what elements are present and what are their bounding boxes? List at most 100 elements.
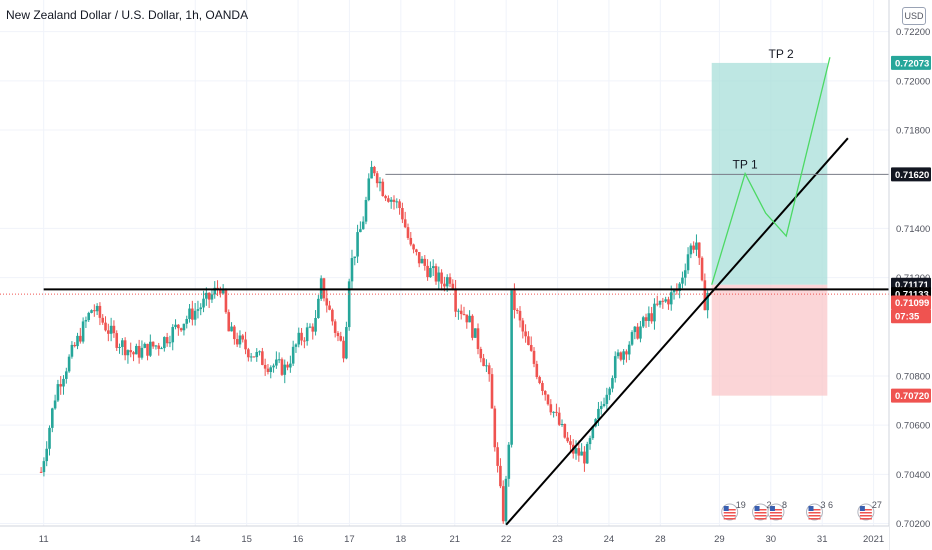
candle-body [608, 388, 611, 395]
candle-body [566, 437, 569, 442]
candle-body [490, 374, 494, 409]
candle-body [235, 339, 239, 345]
candle-body [84, 320, 88, 322]
y-tick-label: 0.71400 [896, 224, 930, 235]
candle-body [129, 350, 133, 353]
candle-body [513, 290, 516, 310]
candle-body [168, 342, 172, 344]
candle-body [451, 283, 455, 289]
flag-canton [723, 506, 729, 511]
candle-body [667, 299, 670, 305]
currency-button[interactable]: USD [902, 7, 926, 25]
candle-body [613, 356, 617, 379]
flag-stripe [754, 518, 767, 520]
candle-body [109, 325, 113, 334]
candle-body [440, 272, 443, 284]
candle-body [664, 299, 667, 302]
candle-body [381, 181, 385, 197]
y-tick-label: 0.70600 [896, 421, 930, 432]
candle-body [443, 283, 446, 287]
x-tick-label: 14 [190, 534, 201, 545]
price-tag-label: 0.71171 [895, 280, 930, 291]
candle-body [644, 317, 648, 321]
loss-zone [711, 284, 828, 396]
candle-body [647, 313, 651, 321]
candle-body [658, 300, 662, 305]
candle-body [291, 346, 295, 364]
candle-body [79, 335, 82, 342]
candle-body [417, 252, 421, 264]
candle-body [311, 326, 315, 332]
flag-stripe [723, 515, 736, 517]
candle-body [193, 310, 197, 320]
x-tick-label: 24 [604, 534, 615, 545]
price-tag-label: 0.71099 [895, 298, 929, 309]
candle-body [252, 356, 256, 358]
candle-body [191, 308, 194, 320]
price-tag [891, 295, 931, 310]
candle-body [350, 258, 354, 282]
candle-body [62, 378, 65, 387]
y-tick-label: 0.70200 [896, 519, 930, 530]
candle-body [569, 441, 572, 445]
candle-body [585, 444, 589, 464]
price-tag-label: 0.71133 [895, 290, 929, 301]
candle-body [373, 166, 376, 174]
candle-body [605, 394, 609, 404]
candle-body [599, 405, 603, 409]
candle-body [154, 345, 158, 347]
candle-body [207, 292, 211, 300]
candle-body [546, 394, 550, 405]
candle-body [213, 287, 217, 295]
candle-body [219, 289, 222, 294]
candle-body [179, 328, 183, 331]
flag-stripe [859, 512, 872, 514]
candle-body [255, 352, 259, 358]
candle-body [588, 438, 592, 445]
flag-stripe [859, 518, 872, 520]
candle-body [501, 486, 505, 522]
price-axis [889, 0, 932, 550]
candle-body [700, 257, 704, 281]
candle-body [686, 254, 690, 271]
candle-body [202, 298, 205, 308]
price-tag [891, 388, 931, 403]
candle-body [611, 378, 614, 389]
candle-body [364, 200, 368, 222]
candle-body [689, 245, 693, 255]
candle-body [695, 242, 698, 250]
candle-body [196, 309, 200, 311]
candle-body [504, 478, 508, 522]
candle-body [247, 349, 250, 358]
candle-body [681, 277, 684, 284]
candle-body [692, 245, 695, 250]
candle-body [210, 294, 214, 300]
candle-body [669, 292, 673, 305]
candle-body [527, 336, 530, 345]
candle-body [73, 344, 77, 347]
candle-body [238, 335, 242, 345]
candle-body [289, 363, 292, 368]
candle-body [283, 364, 287, 375]
candle-body [616, 352, 620, 357]
candle-body [703, 280, 707, 311]
candle-body [95, 305, 99, 312]
candle-body [479, 348, 483, 359]
candle-body [384, 196, 387, 199]
candle-body [140, 347, 144, 358]
candle-body [137, 345, 141, 358]
candle-body [493, 408, 497, 448]
y-tick-label: 0.72000 [896, 76, 930, 87]
candle-body [305, 327, 309, 342]
candle-body [233, 326, 236, 340]
candle-body [378, 181, 382, 184]
flag-stripe [769, 515, 782, 517]
price-tag-label: 0.70720 [895, 391, 929, 402]
candle-body [331, 309, 334, 322]
candle-body [121, 340, 124, 347]
candle-body [322, 278, 326, 299]
candle-body [359, 229, 362, 233]
candle-body [602, 403, 606, 406]
y-tick-label: 0.71800 [896, 126, 930, 137]
